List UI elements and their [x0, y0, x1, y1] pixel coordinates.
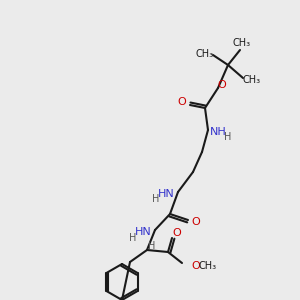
Text: NH: NH: [210, 127, 226, 137]
Text: H: H: [129, 233, 137, 243]
Text: CH₃: CH₃: [196, 49, 214, 59]
Text: H: H: [148, 241, 156, 251]
Text: H: H: [152, 194, 160, 204]
Text: O: O: [172, 228, 182, 238]
Text: CH₃: CH₃: [233, 38, 251, 48]
Text: O: O: [178, 97, 186, 107]
Text: CH₃: CH₃: [243, 75, 261, 85]
Text: O: O: [192, 217, 200, 227]
Text: CH₃: CH₃: [199, 261, 217, 271]
Text: HN: HN: [135, 227, 152, 237]
Text: O: O: [218, 80, 226, 90]
Text: O: O: [192, 261, 200, 271]
Text: H: H: [224, 132, 232, 142]
Text: HN: HN: [158, 189, 174, 199]
